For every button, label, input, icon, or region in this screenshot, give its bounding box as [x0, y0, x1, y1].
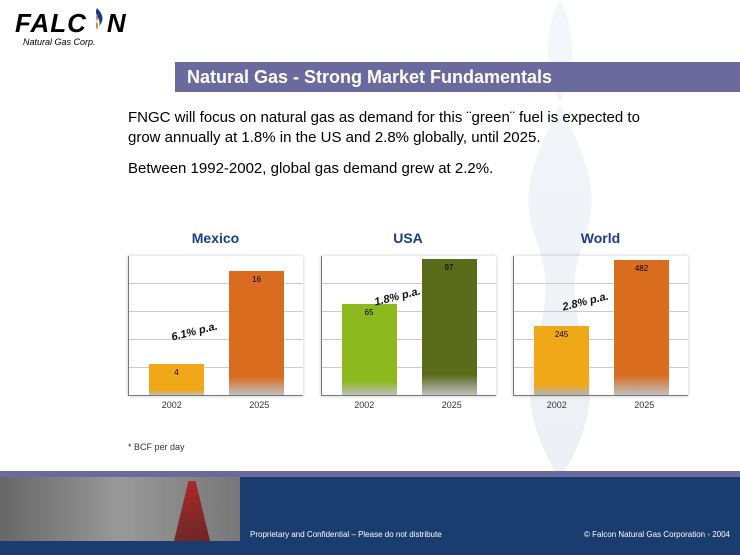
bar: 4 [149, 364, 204, 395]
slide-title: Natural Gas - Strong Market Fundamentals [187, 67, 552, 87]
bar: 65 [342, 304, 397, 395]
chart-title: USA [321, 230, 496, 246]
x-tick-label: 2025 [442, 400, 462, 410]
footer-right-text: © Falcon Natural Gas Corporation - 2004 [584, 530, 730, 539]
charts-row: Mexico 4 16 6.1% p.a. 2002 2025 USA 65 97 1.8% p.… [128, 230, 688, 440]
x-tick-label: 2002 [162, 400, 182, 410]
logo-brand: FALCN [15, 8, 127, 39]
chart-mexico: Mexico 4 16 6.1% p.a. 2002 2025 [128, 230, 303, 440]
x-tick-label: 2025 [249, 400, 269, 410]
bar-value-label: 16 [229, 275, 284, 284]
logo: FALCN Natural Gas Corp. [15, 8, 127, 47]
x-tick-label: 2002 [547, 400, 567, 410]
bar-value-label: 482 [614, 264, 669, 273]
bar: 97 [422, 259, 477, 395]
footer-left-text: Proprietary and Confidential – Please do… [250, 530, 442, 539]
chart-usa: USA 65 97 1.8% p.a. 2002 2025 [321, 230, 496, 440]
bar-value-label: 4 [149, 368, 204, 377]
growth-label: 1.8% p.a. [373, 285, 422, 308]
chart-plot: 245 482 2.8% p.a. [513, 256, 688, 396]
bar-value-label: 245 [534, 330, 589, 339]
chart-plot: 4 16 6.1% p.a. [128, 256, 303, 396]
x-tick-label: 2002 [354, 400, 374, 410]
chart-title: World [513, 230, 688, 246]
paragraph-2: Between 1992-2002, global gas demand gre… [128, 159, 658, 179]
footer-bottom-line [0, 541, 740, 555]
x-axis: 2002 2025 [321, 400, 496, 410]
chart-world: World 245 482 2.8% p.a. 2002 2025 [513, 230, 688, 440]
paragraph-1: FNGC will focus on natural gas as demand… [128, 108, 658, 149]
x-tick-label: 2025 [634, 400, 654, 410]
slide-title-bar: Natural Gas - Strong Market Fundamentals [175, 62, 740, 92]
x-axis: 2002 2025 [513, 400, 688, 410]
footer-strip: Proprietary and Confidential – Please do… [0, 477, 740, 541]
growth-label: 6.1% p.a. [170, 320, 219, 343]
bar: 16 [229, 271, 284, 395]
growth-label: 2.8% p.a. [561, 290, 610, 313]
footer-text-bar: Proprietary and Confidential – Please do… [240, 527, 740, 541]
footnote: * BCF per day [128, 442, 185, 452]
footer-blue-block [240, 477, 740, 527]
x-axis: 2002 2025 [128, 400, 303, 410]
footer-photo-strip [0, 477, 240, 541]
bar-value-label: 97 [422, 263, 477, 272]
bar-value-label: 65 [342, 308, 397, 317]
bar: 482 [614, 260, 669, 395]
chart-plot: 65 97 1.8% p.a. [321, 256, 496, 396]
bar: 245 [534, 326, 589, 395]
body-text: FNGC will focus on natural gas as demand… [128, 108, 658, 189]
chart-title: Mexico [128, 230, 303, 246]
flame-icon [87, 8, 107, 36]
